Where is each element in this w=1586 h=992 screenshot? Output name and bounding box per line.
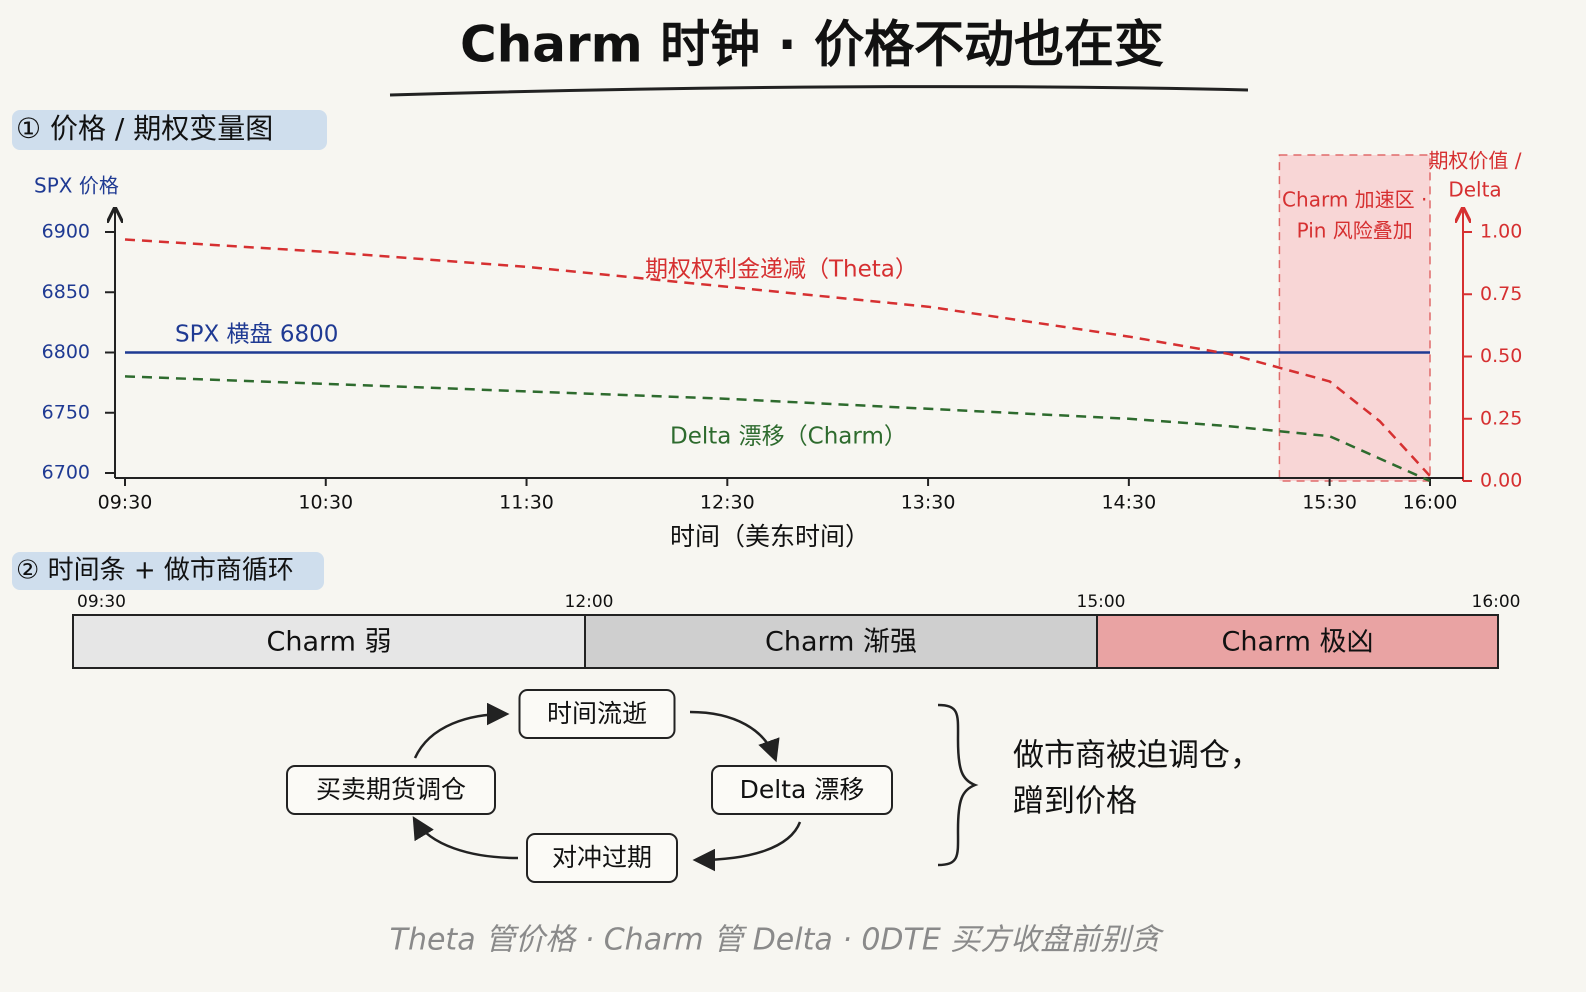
- cycle-node: [711, 765, 893, 815]
- title-underline: [389, 85, 1249, 97]
- x-tick-label: 10:30: [298, 492, 353, 514]
- y-tick-label: 6750: [42, 401, 90, 423]
- section-label: ① 价格 / 期权变量图: [16, 112, 273, 145]
- x-tick-label: 15:30: [1302, 492, 1357, 514]
- x-tick-label: 12:30: [700, 492, 755, 514]
- x-tick-label: 14:30: [1101, 492, 1156, 514]
- cycle-note: 蹭到价格: [1013, 784, 1137, 820]
- y-axis-label: SPX 价格: [34, 174, 119, 198]
- highlight-region: [1278, 154, 1431, 482]
- timeline-segment-label: Charm 极凶: [1221, 627, 1373, 658]
- section-label: ② 时间条 + 做市商循环: [16, 556, 294, 586]
- timeline-tick-label: 09:30: [77, 592, 126, 612]
- brace: [937, 703, 979, 867]
- cycle-arrow: [412, 816, 519, 860]
- x-tick-label: 11:30: [499, 492, 554, 514]
- y-tick-label: 6900: [42, 221, 90, 243]
- cycle-arrow: [413, 702, 510, 759]
- section-highlight: [12, 552, 324, 590]
- highlight-label: Charm 加速区 ·: [1282, 188, 1427, 212]
- y-tick-label: 6800: [42, 341, 90, 363]
- y-tick-label: 6700: [42, 462, 90, 484]
- y2-tick-label: 0.50: [1480, 345, 1522, 367]
- timeline-segment: [584, 614, 1098, 669]
- y2-tick-label: 0.00: [1480, 470, 1522, 492]
- timeline-tick-label: 12:00: [565, 592, 614, 612]
- cycle-node: [286, 765, 496, 815]
- x-axis-label: 时间（美东时间）: [670, 522, 870, 551]
- cycle-arrow: [692, 821, 802, 872]
- x-tick-label: 13:30: [901, 492, 956, 514]
- cycle-node-label: Delta 漂移: [740, 775, 865, 804]
- timeline-segment: [72, 614, 586, 669]
- series-label: SPX 横盘 6800: [175, 322, 338, 348]
- cycle-arrow: [689, 710, 780, 763]
- section-highlight: [12, 110, 327, 150]
- timeline-segment-label: Charm 渐强: [765, 627, 917, 658]
- y2-tick-label: 1.00: [1480, 221, 1522, 243]
- x-tick-label: 16:00: [1403, 492, 1458, 514]
- cycle-node: [526, 833, 678, 883]
- y2-axis-label: Delta: [1448, 178, 1501, 202]
- y2-axis-label: 期权价值 /: [1428, 149, 1521, 173]
- y-tick-label: 6850: [42, 281, 90, 303]
- timeline-tick-label: 16:00: [1472, 592, 1521, 612]
- cycle-node: [518, 689, 676, 739]
- series-line: [124, 238, 1431, 477]
- timeline-tick-label: 15:00: [1077, 592, 1126, 612]
- footer: Theta 管价格 · Charm 管 Delta · 0DTE 买方收盘前别贪: [390, 923, 1165, 958]
- y2-tick-label: 0.25: [1480, 407, 1522, 429]
- cycle-node-label: 时间流逝: [547, 699, 647, 728]
- cycle-node-label: 对冲过期: [552, 843, 652, 872]
- series-label: Delta 漂移（Charm）: [670, 424, 907, 450]
- highlight-label: Pin 风险叠加: [1297, 219, 1413, 243]
- cycle-node-label: 买卖期货调仓: [316, 775, 466, 804]
- series-line: [124, 375, 1431, 483]
- timeline-segment: [1096, 614, 1499, 669]
- title: Charm 时钟 · 价格不动也在变: [460, 16, 1164, 74]
- x-tick-label: 09:30: [98, 492, 153, 514]
- timeline-segment-label: Charm 弱: [266, 627, 391, 658]
- series-label: 期权权利金递减（Theta）: [645, 257, 918, 283]
- y2-tick-label: 0.75: [1480, 283, 1522, 305]
- cycle-note: 做市商被迫调仓，: [1013, 738, 1261, 774]
